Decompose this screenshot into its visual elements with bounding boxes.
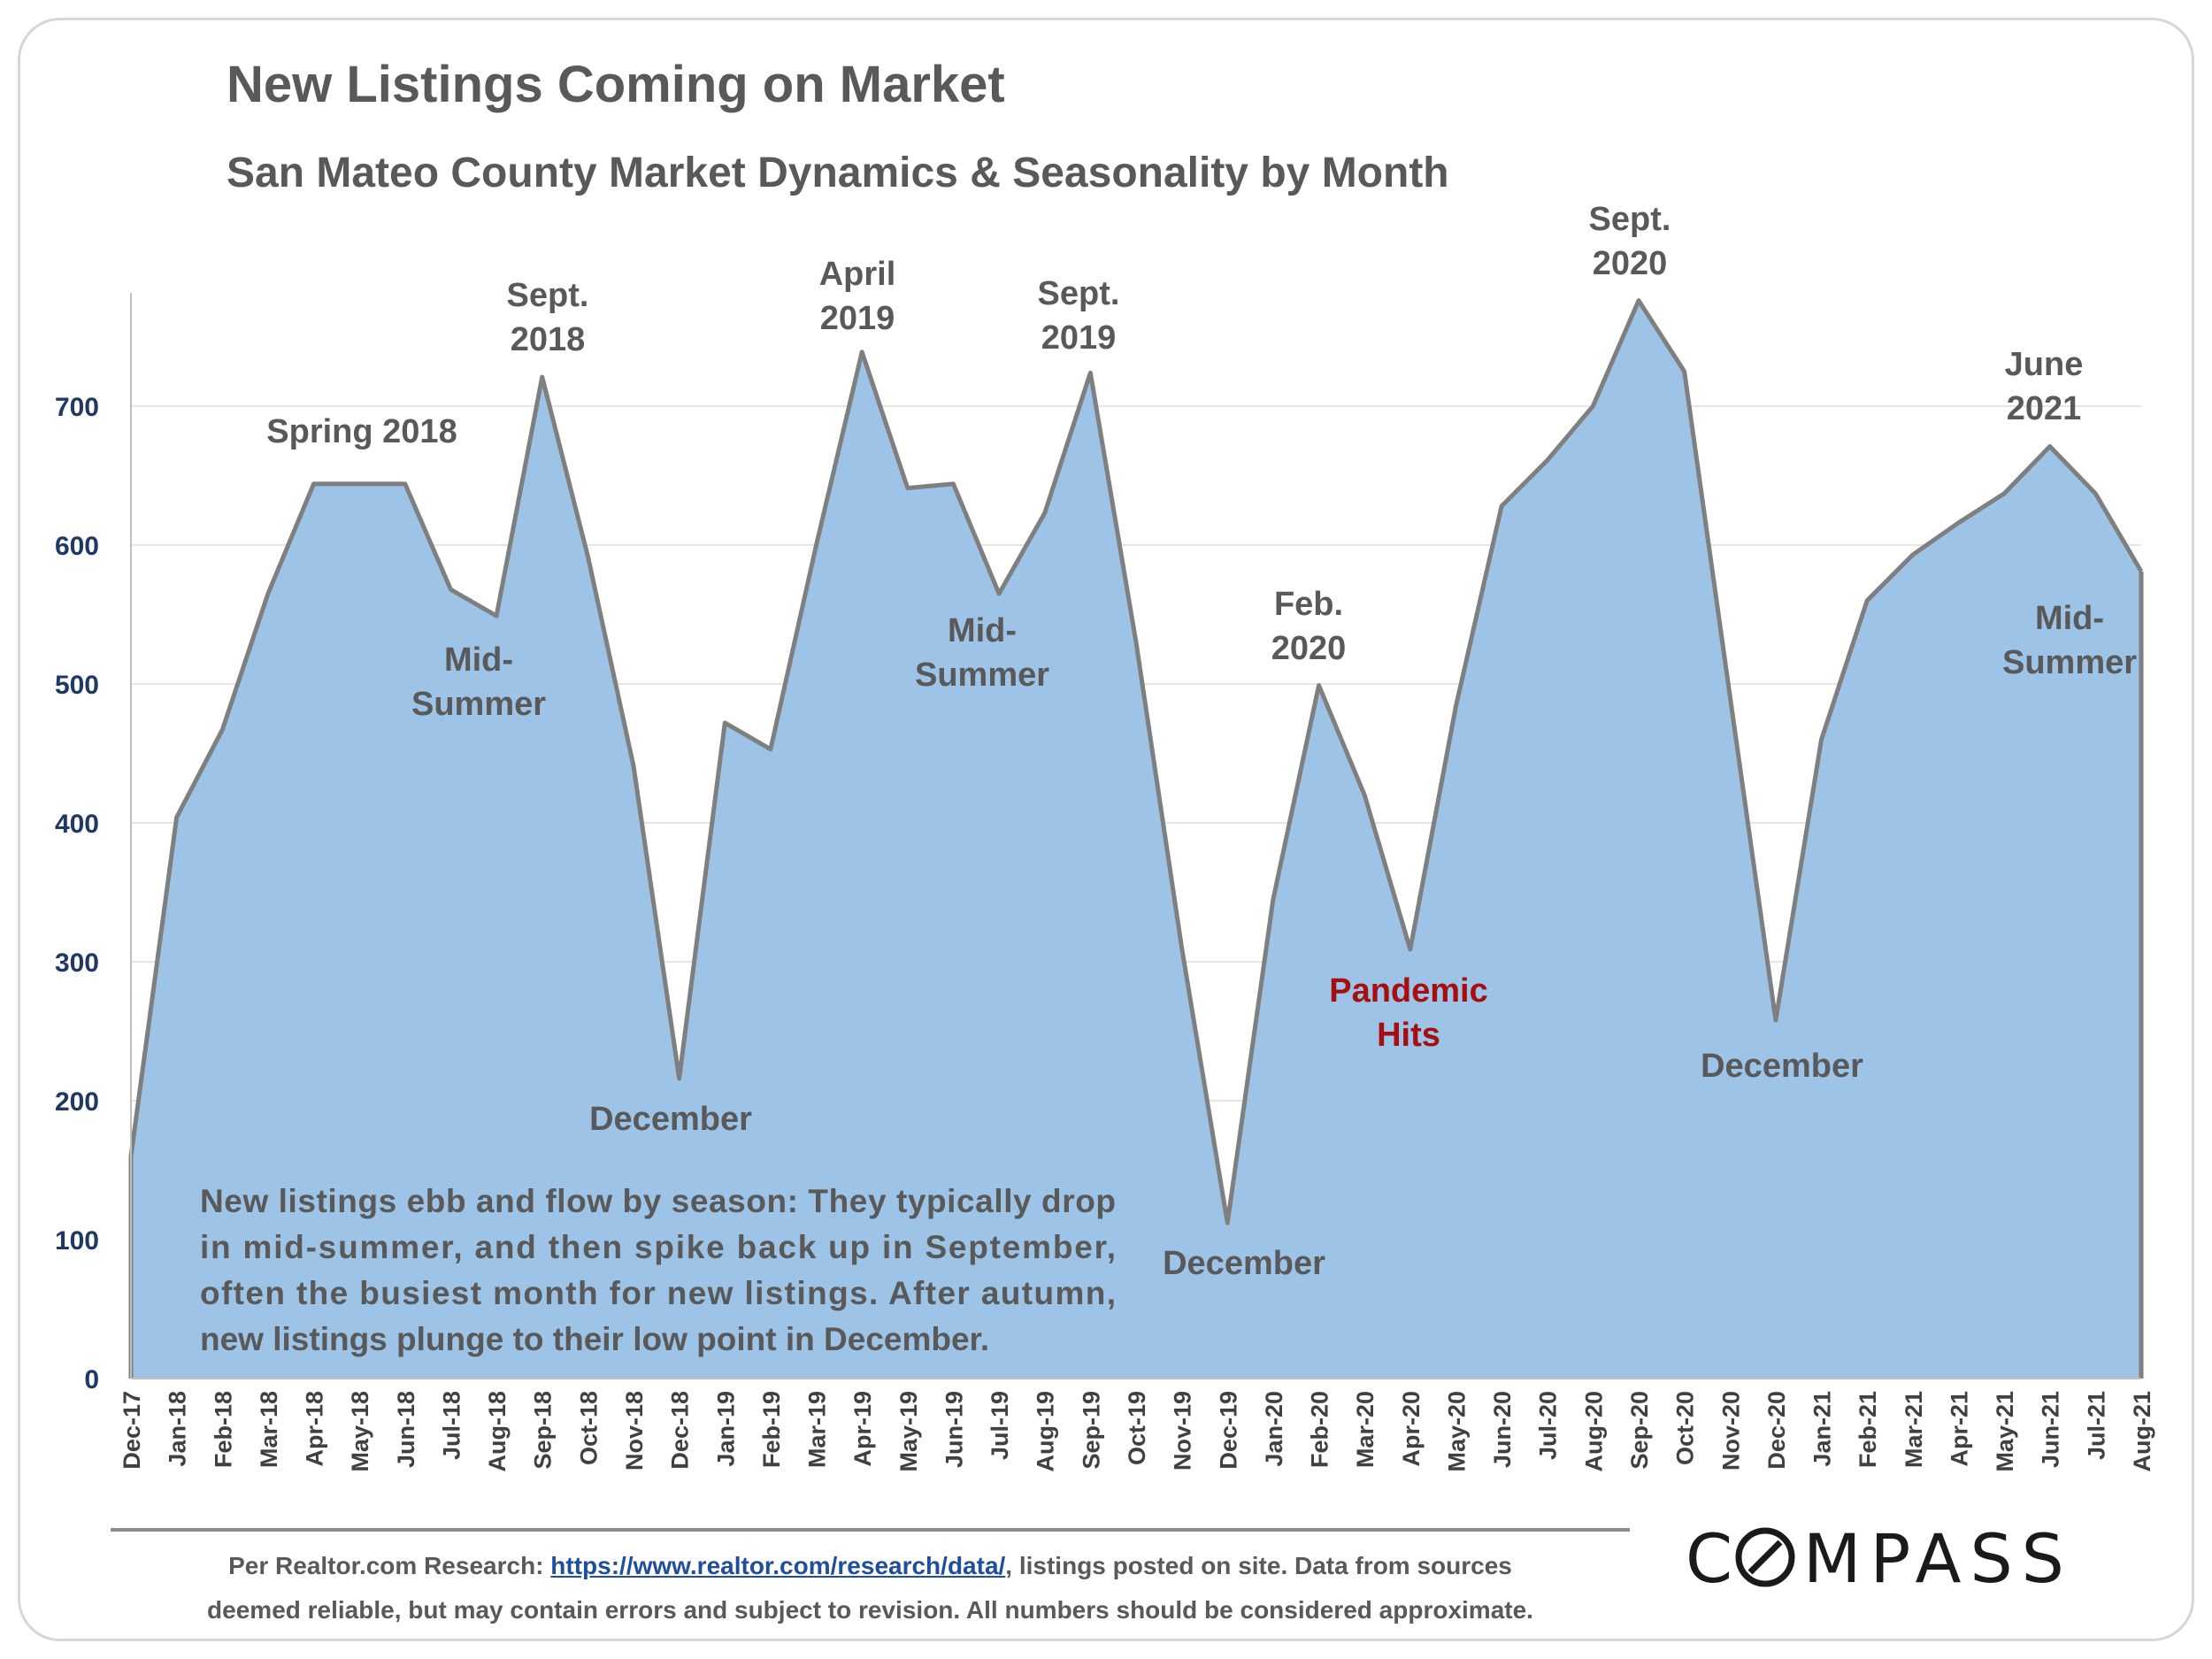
chart-note-line: New listings ebb and flow by season: The…	[200, 1183, 1116, 1219]
annotation-label: December	[589, 1101, 752, 1138]
x-tick-label: Nov-18	[621, 1391, 648, 1471]
x-tick-label: Jun-19	[941, 1391, 967, 1468]
x-tick-label: Jan-21	[1809, 1391, 1836, 1467]
chart-subtitle: San Mateo County Market Dynamics & Seaso…	[227, 150, 1449, 196]
footnote-suffix: , listings posted on site. Data from sou…	[1005, 1552, 1512, 1579]
x-tick-label: Mar-19	[804, 1391, 831, 1468]
x-tick-label: Jun-18	[393, 1391, 419, 1468]
x-tick-label: Mar-20	[1352, 1391, 1379, 1468]
annotation-label: Mid-	[2035, 600, 2104, 637]
x-tick-label: Oct-20	[1672, 1391, 1699, 1465]
x-tick-label: Feb-21	[1855, 1391, 1881, 1468]
y-tick-label: 500	[55, 671, 99, 700]
y-tick-label: 600	[55, 532, 99, 561]
annotation-label: Mid-	[444, 641, 513, 679]
annotation-label: Spring 2018	[266, 413, 457, 450]
x-tick-label: Dec-17	[119, 1391, 145, 1470]
x-tick-label: Jan-19	[712, 1391, 739, 1467]
x-tick-label: Aug-20	[1580, 1391, 1607, 1472]
annotation-label: June	[2005, 346, 2084, 383]
x-tick-label: May-21	[1992, 1391, 2018, 1472]
annotation-label: Sept.	[1589, 201, 1671, 238]
annotation-label: 2020	[1593, 245, 1668, 282]
x-tick-label: Sep-20	[1626, 1391, 1653, 1470]
x-tick-label: Feb-19	[758, 1391, 785, 1468]
x-tick-label: Jul-18	[438, 1391, 465, 1460]
annotation-label: 2020	[1271, 630, 1347, 667]
x-tick-label: Mar-21	[1901, 1391, 1927, 1468]
annotation-label: Feb.	[1274, 586, 1343, 623]
source-link[interactable]: https://www.realtor.com/research/data/	[550, 1552, 1006, 1579]
annotation-label: April	[819, 256, 896, 293]
x-tick-label: Jul-21	[2083, 1391, 2109, 1460]
annotation-label: December	[1163, 1245, 1325, 1282]
x-tick-label: Aug-21	[2129, 1391, 2155, 1472]
annotation-label: 2021	[2007, 390, 2082, 427]
x-tick-label: Feb-20	[1307, 1391, 1333, 1468]
annotation-label: December	[1701, 1048, 1863, 1085]
x-tick-label: Nov-19	[1170, 1391, 1196, 1471]
x-tick-label: Aug-18	[484, 1391, 511, 1472]
annotation-label: 2018	[511, 321, 586, 358]
x-tick-label: Sep-18	[530, 1391, 557, 1470]
x-tick-label: Apr-20	[1398, 1391, 1425, 1467]
y-tick-label: 400	[55, 810, 99, 839]
y-tick-label: 700	[55, 393, 99, 422]
x-tick-label: Aug-19	[1033, 1391, 1059, 1472]
x-tick-label: Mar-18	[256, 1391, 282, 1468]
chart-title: New Listings Coming on Market	[227, 56, 1005, 113]
x-tick-label: May-19	[895, 1391, 922, 1472]
x-tick-label: Jan-20	[1261, 1391, 1287, 1467]
footer-divider	[111, 1528, 1630, 1532]
x-tick-label: Feb-18	[210, 1391, 236, 1468]
x-tick-label: Jun-20	[1489, 1391, 1516, 1468]
compass-needle-icon	[1747, 1540, 1783, 1575]
footnote-prefix: Per Realtor.com Research:	[228, 1552, 551, 1579]
x-tick-label: Jul-19	[987, 1391, 1013, 1460]
x-tick-label: Nov-20	[1717, 1391, 1744, 1471]
footnote-line-1: Per Realtor.com Research: https://www.re…	[111, 1544, 1630, 1588]
x-tick-label: May-20	[1443, 1391, 1470, 1472]
annotation-label: Sept.	[1038, 275, 1120, 312]
x-tick-label: Sep-19	[1078, 1391, 1104, 1470]
y-tick-label: 200	[55, 1087, 99, 1117]
annotation-label: Summer	[411, 686, 546, 723]
x-tick-label: Dec-18	[667, 1391, 694, 1470]
footnote-line-2: deemed reliable, but may contain errors …	[207, 1596, 1533, 1624]
annotation-label: Pandemic	[1329, 972, 1488, 1010]
annotation-label: Summer	[2002, 644, 2137, 681]
y-tick-label: 100	[55, 1226, 99, 1256]
x-tick-label: Dec-19	[1215, 1391, 1241, 1470]
series-area	[131, 300, 2141, 1379]
compass-logo-o-icon	[1735, 1527, 1795, 1587]
x-tick-label: Jan-18	[165, 1391, 191, 1467]
x-tick-label: May-18	[347, 1391, 373, 1472]
annotation-label: Summer	[915, 657, 1049, 694]
y-tick-label: 0	[84, 1365, 99, 1394]
x-tick-label: Apr-18	[302, 1391, 328, 1467]
x-tick-label: Oct-19	[1124, 1391, 1150, 1465]
x-tick-label: Jul-20	[1535, 1391, 1562, 1460]
x-tick-label: Dec-20	[1763, 1391, 1790, 1470]
y-tick-label: 300	[55, 949, 99, 978]
x-tick-label: Apr-19	[849, 1391, 876, 1467]
chart-note-line: in mid-summer, and then spike back up in…	[200, 1229, 1116, 1265]
annotation-label: Sept.	[507, 277, 589, 314]
compass-logo-text: COMPASS	[1686, 1519, 2073, 1598]
annotation-label: Mid-	[948, 612, 1017, 649]
x-tick-label: Jun-21	[2038, 1391, 2064, 1468]
series-line	[128, 298, 2144, 1225]
annotation-label: 2019	[1041, 319, 1117, 357]
chart-note-line: new listings plunge to their low point i…	[200, 1321, 989, 1357]
compass-logo: COMPASS	[1686, 1519, 2073, 1598]
annotation-label: Hits	[1377, 1017, 1440, 1054]
source-footnote: Per Realtor.com Research: https://www.re…	[111, 1544, 1630, 1632]
chart-note-line: often the busiest month for new listings…	[200, 1275, 1116, 1311]
annotation-label: 2019	[820, 300, 895, 337]
x-tick-label: Oct-18	[575, 1391, 602, 1465]
x-tick-label: Apr-21	[1946, 1391, 1972, 1467]
